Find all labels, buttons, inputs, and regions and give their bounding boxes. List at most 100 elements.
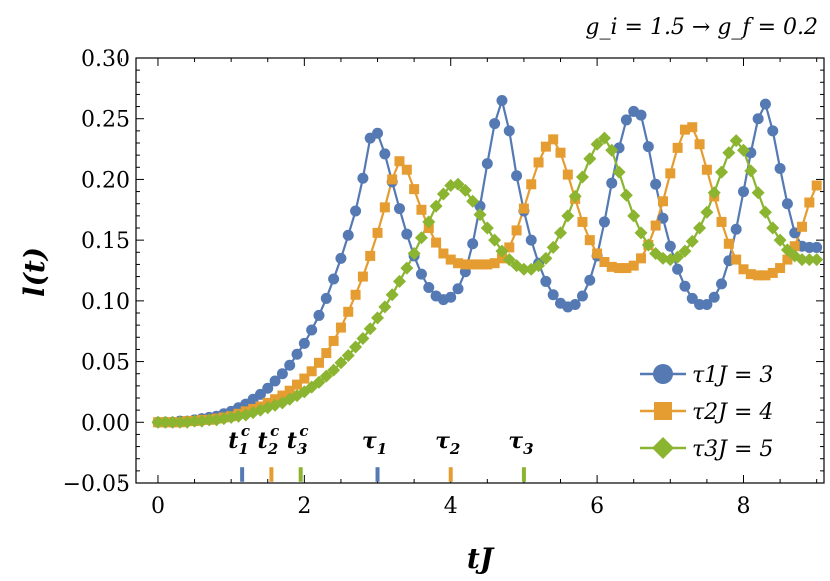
y-tick-label: 0.10 <box>81 290 130 315</box>
data-point-series-1 <box>379 148 391 160</box>
data-point-series-3 <box>363 322 377 336</box>
data-point-series-1 <box>306 324 318 336</box>
data-point-series-3 <box>151 415 165 429</box>
data-point-series-3 <box>678 244 692 258</box>
legend-marker <box>653 364 673 384</box>
data-point-series-3 <box>173 415 187 429</box>
time-marker-label: τ3 <box>508 428 533 458</box>
data-point-series-3 <box>458 183 472 197</box>
data-point-series-1 <box>679 280 691 292</box>
time-marker-label: t3c <box>287 422 309 458</box>
legend-marker <box>652 437 674 459</box>
data-point-series-3 <box>422 215 436 229</box>
data-point-series-2 <box>789 241 800 252</box>
data-point-series-2 <box>379 202 390 213</box>
data-point-series-1 <box>672 263 684 275</box>
data-point-series-2 <box>731 254 742 265</box>
data-point-series-1 <box>474 200 486 212</box>
data-point-series-1 <box>701 299 713 310</box>
data-point-series-1 <box>452 283 464 295</box>
data-point-series-1 <box>576 290 588 302</box>
data-point-series-2 <box>321 348 332 359</box>
data-point-series-2 <box>350 289 361 300</box>
data-point-series-1 <box>540 275 552 287</box>
data-point-series-2 <box>394 156 405 167</box>
y-tick-label: 0.25 <box>81 108 130 133</box>
data-point-series-3 <box>766 221 780 235</box>
data-point-series-2 <box>460 259 471 270</box>
data-point-series-3 <box>685 234 699 248</box>
data-point-series-3 <box>700 205 714 219</box>
data-point-series-2 <box>409 184 420 195</box>
data-point-series-3 <box>356 332 370 345</box>
data-point-series-3 <box>436 187 450 201</box>
y-tick-label: 0.30 <box>81 47 130 72</box>
data-point-series-2 <box>335 322 346 333</box>
data-point-series-1 <box>584 274 596 286</box>
data-point-series-2 <box>665 168 676 179</box>
data-point-series-2 <box>767 267 778 278</box>
data-point-series-2 <box>804 197 815 208</box>
data-point-series-1 <box>781 198 793 210</box>
data-point-series-1 <box>511 170 523 182</box>
data-point-series-1 <box>606 177 618 189</box>
legend: τ1J = 3 τ2J = 4 τ3J = 5 <box>640 363 773 462</box>
data-point-series-3 <box>729 134 743 148</box>
time-marker-label: τ2 <box>435 428 460 458</box>
data-point-series-1 <box>737 186 749 198</box>
data-point-series-2 <box>292 379 303 390</box>
data-point-series-3 <box>758 205 772 219</box>
data-point-series-1 <box>467 238 479 250</box>
data-point-series-3 <box>466 194 480 208</box>
data-point-series-1 <box>372 127 384 139</box>
data-point-series-3 <box>371 311 385 325</box>
legend-label: τ3J = 5 <box>692 437 773 462</box>
data-point-series-1 <box>262 382 274 394</box>
data-point-series-1 <box>774 163 786 174</box>
data-point-series-3 <box>575 170 589 184</box>
data-point-series-2 <box>548 134 559 145</box>
y-tick-label: 0.00 <box>81 411 130 436</box>
data-point-series-2 <box>811 180 822 191</box>
data-point-series-2 <box>540 141 551 152</box>
y-axis-title: l(t) <box>18 247 51 297</box>
data-point-series-2 <box>577 216 588 227</box>
data-point-series-3 <box>312 375 326 389</box>
data-point-series-2 <box>636 253 647 264</box>
data-point-series-3 <box>517 262 531 276</box>
data-point-series-2 <box>299 373 310 384</box>
data-point-series-1 <box>415 268 427 280</box>
data-point-series-3 <box>627 209 641 223</box>
data-point-series-1 <box>686 292 698 304</box>
data-point-series-2 <box>628 260 639 271</box>
time-marker-label: τ1 <box>362 428 387 458</box>
data-point-series-1 <box>664 240 676 252</box>
data-point-series-1 <box>730 223 742 235</box>
time-marker-label: t1c <box>228 422 250 458</box>
data-point-series-3 <box>802 253 816 267</box>
data-point-series-1 <box>708 291 720 303</box>
data-point-series-2 <box>306 366 317 377</box>
data-point-series-2 <box>482 259 493 270</box>
legend-marker <box>654 402 672 420</box>
legend-label: τ1J = 3 <box>692 363 773 388</box>
x-tick-label: 8 <box>736 494 750 519</box>
data-point-series-2 <box>614 263 625 274</box>
data-point-series-3 <box>166 415 180 429</box>
data-point-series-3 <box>495 244 509 258</box>
data-point-series-3 <box>473 208 487 222</box>
time-markers: t1c t2c t3c τ1 τ2 τ3 <box>228 422 534 482</box>
data-point-series-1 <box>401 228 413 240</box>
data-point-series-3 <box>619 188 633 202</box>
data-point-series-1 <box>254 388 266 400</box>
data-point-series-2 <box>453 258 464 269</box>
data-point-series-3 <box>451 177 465 191</box>
data-point-series-3 <box>334 356 348 370</box>
data-point-series-3 <box>188 414 202 428</box>
data-point-series-1 <box>445 291 457 303</box>
data-point-series-1 <box>291 348 303 360</box>
data-point-series-2 <box>475 259 485 270</box>
data-point-series-2 <box>657 196 668 207</box>
data-point-series-3 <box>715 165 729 179</box>
data-point-series-1 <box>335 252 347 264</box>
